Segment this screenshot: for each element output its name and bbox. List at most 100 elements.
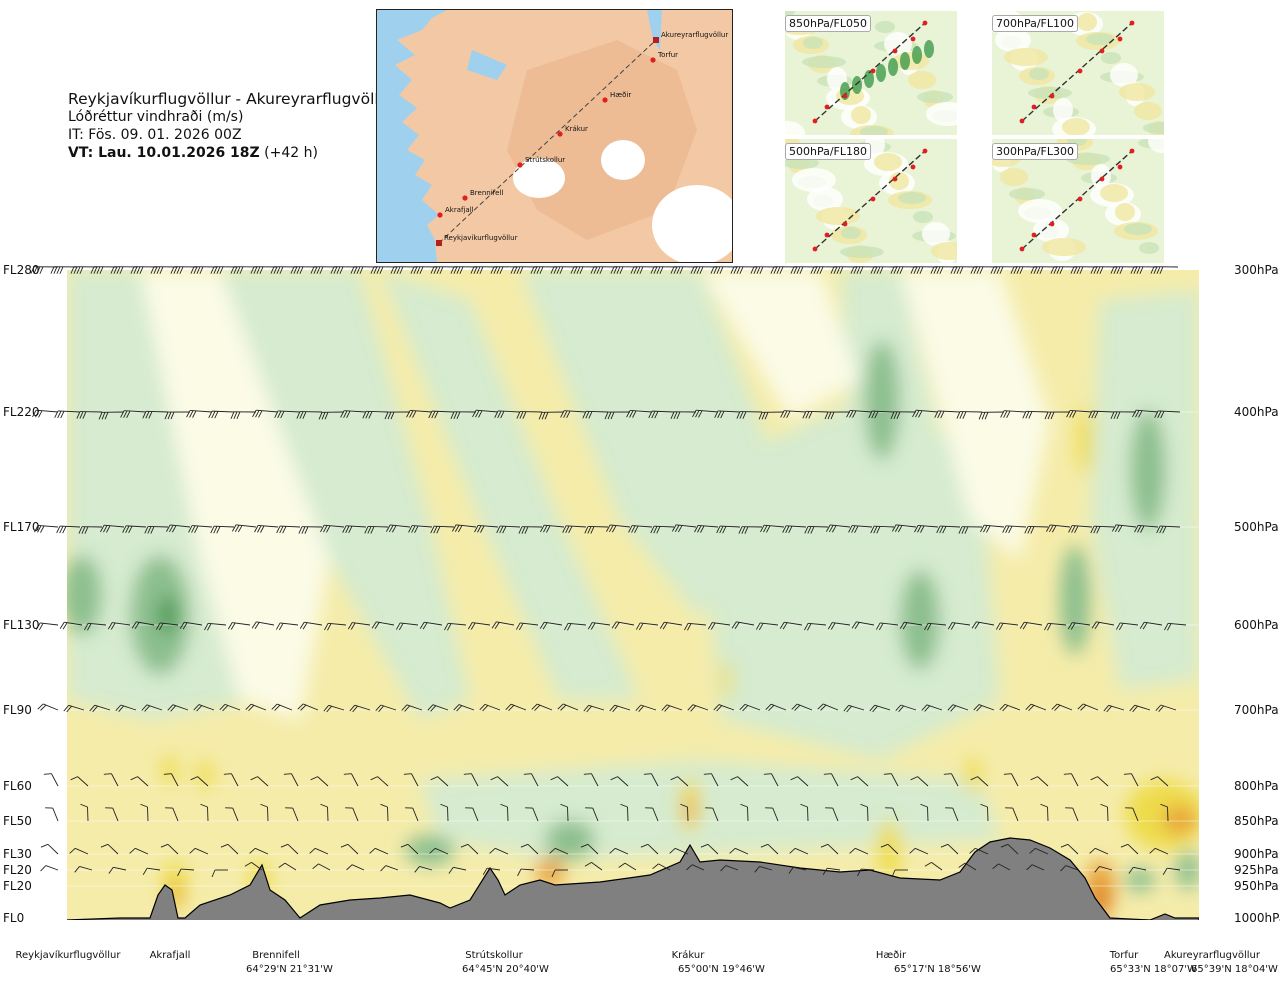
wind-barb xyxy=(671,524,697,533)
wind-barb xyxy=(346,864,365,871)
pressure-tick-label: 925hPa xyxy=(1234,863,1279,877)
wind-barb xyxy=(400,843,419,855)
wind-barb xyxy=(249,847,269,855)
field-region xyxy=(405,835,455,865)
wind-barb xyxy=(628,525,653,534)
wind-barb xyxy=(208,410,235,419)
wind-barb xyxy=(869,704,891,713)
panel-field-region xyxy=(888,58,898,76)
wind-barb xyxy=(1132,409,1159,418)
wind-barb xyxy=(790,776,809,787)
wind-barb xyxy=(531,703,553,711)
wind-barb xyxy=(827,622,851,630)
panel-waypoint xyxy=(1019,246,1025,252)
wind-barb xyxy=(618,862,637,871)
wind-barb xyxy=(190,776,209,787)
panel-field-region xyxy=(1139,242,1159,254)
wind-barb xyxy=(713,704,735,712)
wind-barb xyxy=(189,847,209,855)
wind-barb xyxy=(1100,803,1109,822)
wind-barb xyxy=(760,843,779,855)
wind-barb xyxy=(765,807,779,822)
wind-barb xyxy=(670,776,689,787)
panel-field-region xyxy=(792,168,836,192)
wind-barb xyxy=(921,704,943,712)
wind-barb xyxy=(296,411,323,419)
waypoint-coordinate: 65°33'N 18°07'W xyxy=(1110,964,1197,975)
panel-waypoint xyxy=(824,104,830,110)
wind-barb xyxy=(703,773,719,787)
wind-barb xyxy=(910,776,929,787)
wind-barb xyxy=(395,622,419,631)
panel-field-region xyxy=(1042,238,1086,256)
wind-barb xyxy=(298,526,323,534)
wind-barb xyxy=(1022,410,1049,419)
wind-barb xyxy=(384,411,411,420)
wind-barb xyxy=(130,776,149,787)
panel-waypoint xyxy=(1031,104,1037,110)
wind-barb xyxy=(760,524,785,533)
pressure-tick-label: 400hPa xyxy=(1234,405,1279,419)
wind-barb xyxy=(538,411,565,420)
wind-barb xyxy=(707,622,731,630)
wind-barb xyxy=(1156,525,1181,534)
variable-subtitle: Lóðréttur vindhraði (m/s) xyxy=(68,109,244,125)
wind-barb xyxy=(347,622,371,630)
wind-barb xyxy=(1068,525,1093,534)
map-waypoint-label: Akrafjall xyxy=(445,206,474,214)
fl-tick-label: FL90 xyxy=(3,703,32,717)
panel-field-region xyxy=(1119,83,1155,101)
wind-barb xyxy=(820,843,839,855)
wind-barb xyxy=(131,621,155,629)
wind-barb xyxy=(1090,776,1109,787)
wind-barb xyxy=(309,847,329,855)
panel-waypoint xyxy=(870,196,876,202)
wind-barb xyxy=(1000,843,1019,855)
wind-barb xyxy=(1044,411,1071,420)
panel-waypoint xyxy=(1031,232,1037,238)
panel-field-region xyxy=(1110,63,1138,87)
wind-barb xyxy=(560,803,569,822)
wind-barb xyxy=(1046,524,1071,533)
wind-barb xyxy=(188,525,213,534)
wind-barb xyxy=(1091,621,1115,629)
wind-barb xyxy=(945,807,959,822)
waypoint-label: Brennifell xyxy=(252,950,300,961)
wind-barb xyxy=(122,525,147,534)
field-region xyxy=(685,796,695,824)
wind-barb xyxy=(891,869,908,878)
wind-barb xyxy=(850,776,869,787)
wind-barb xyxy=(758,411,785,420)
panel-waypoint xyxy=(1129,148,1135,154)
panel-field-region xyxy=(785,157,819,169)
airport-marker xyxy=(436,240,442,246)
wind-barb xyxy=(32,409,59,418)
wind-barb xyxy=(430,776,449,787)
wind-barb xyxy=(45,807,59,822)
waypoint-label: Akureyrarflugvöllur xyxy=(1163,950,1260,961)
wind-barb xyxy=(276,525,301,534)
lead-time: (+42 h) xyxy=(259,145,318,161)
wind-barb xyxy=(909,847,929,855)
field-region xyxy=(545,820,595,860)
wind-barb xyxy=(489,847,509,855)
waypoint-label: Torfur xyxy=(1109,950,1139,961)
wind-barb xyxy=(108,866,127,874)
panel-field-region xyxy=(1062,118,1090,135)
panel-waypoint xyxy=(910,164,916,170)
map-waypoint-label: Krákur xyxy=(565,125,588,133)
wind-barb xyxy=(1123,773,1139,787)
field-region xyxy=(1162,806,1198,834)
wind-barb xyxy=(142,410,169,419)
wind-barb xyxy=(640,843,659,855)
wind-barb xyxy=(585,807,599,822)
wind-barb xyxy=(969,847,989,855)
wind-barb xyxy=(450,411,477,420)
panel-field-region xyxy=(864,70,874,88)
wind-barb xyxy=(1030,776,1049,787)
panel-field-region xyxy=(1115,203,1135,221)
panel-waypoint xyxy=(1049,221,1055,227)
wind-barb xyxy=(936,525,961,534)
wind-barb xyxy=(494,410,521,419)
wind-barb xyxy=(635,622,659,631)
